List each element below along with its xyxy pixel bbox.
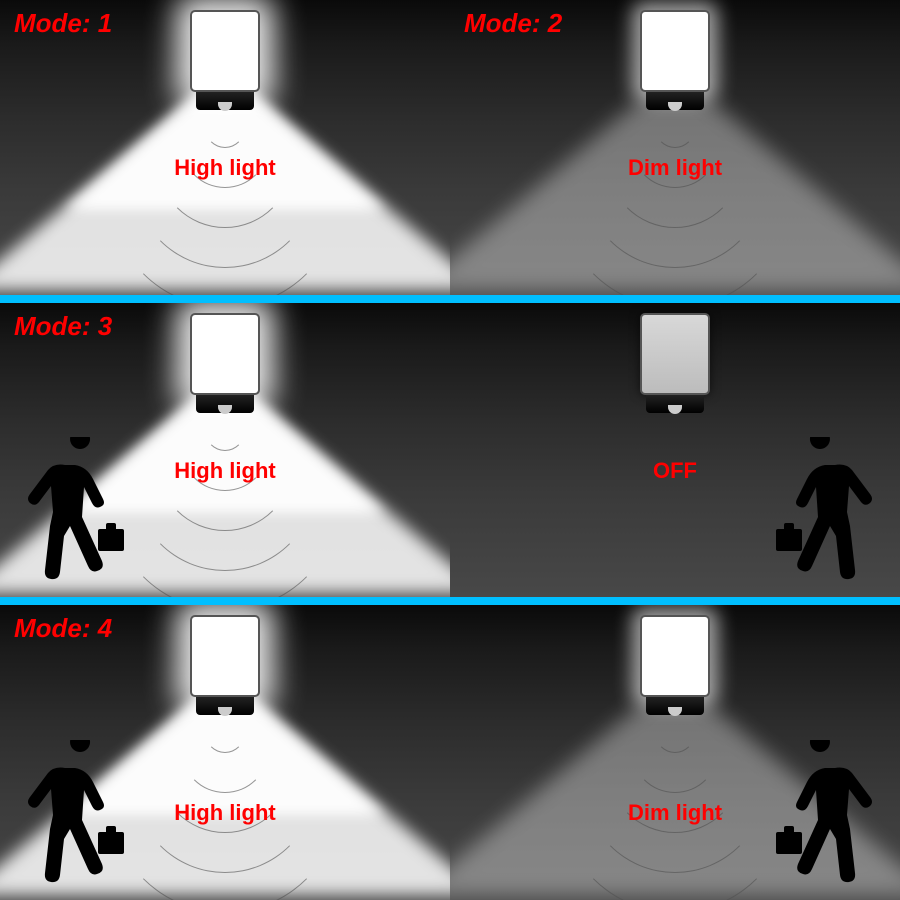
light-state-label: Dim light bbox=[628, 155, 722, 181]
solar-light-device-icon bbox=[190, 313, 260, 413]
infographic-container: Mode: 1 High light Mode: 2 bbox=[0, 0, 900, 900]
mode-label: Mode: 1 bbox=[14, 8, 112, 39]
solar-light-device-icon bbox=[190, 10, 260, 110]
walking-person-icon bbox=[20, 740, 130, 900]
walking-person-icon bbox=[770, 437, 880, 597]
solar-light-device-icon bbox=[640, 10, 710, 110]
row-3: Mode: 4 High light bbox=[0, 605, 900, 900]
solar-light-device-icon bbox=[640, 313, 710, 413]
light-state-label: High light bbox=[174, 458, 275, 484]
panel-mode-2: Mode: 2 Dim light bbox=[450, 0, 900, 295]
solar-light-device-icon bbox=[190, 615, 260, 715]
panel-mode-4-dim: Dim light bbox=[450, 605, 900, 900]
solar-light-device-icon bbox=[640, 615, 710, 715]
row-divider bbox=[0, 597, 900, 605]
light-state-label: OFF bbox=[653, 458, 697, 484]
light-state-label: High light bbox=[174, 800, 275, 826]
row-1: Mode: 1 High light Mode: 2 bbox=[0, 0, 900, 295]
row-divider bbox=[0, 295, 900, 303]
mode-label: Mode: 2 bbox=[464, 8, 562, 39]
mode-label: Mode: 4 bbox=[14, 613, 112, 644]
walking-person-icon bbox=[770, 740, 880, 900]
light-state-label: Dim light bbox=[628, 800, 722, 826]
panel-mode-1: Mode: 1 High light bbox=[0, 0, 450, 295]
walking-person-icon bbox=[20, 437, 130, 597]
panel-mode-4: Mode: 4 High light bbox=[0, 605, 450, 900]
panel-mode-3-off: OFF bbox=[450, 303, 900, 598]
light-state-label: High light bbox=[174, 155, 275, 181]
row-2: Mode: 3 High light bbox=[0, 303, 900, 598]
panel-mode-3: Mode: 3 High light bbox=[0, 303, 450, 598]
mode-label: Mode: 3 bbox=[14, 311, 112, 342]
